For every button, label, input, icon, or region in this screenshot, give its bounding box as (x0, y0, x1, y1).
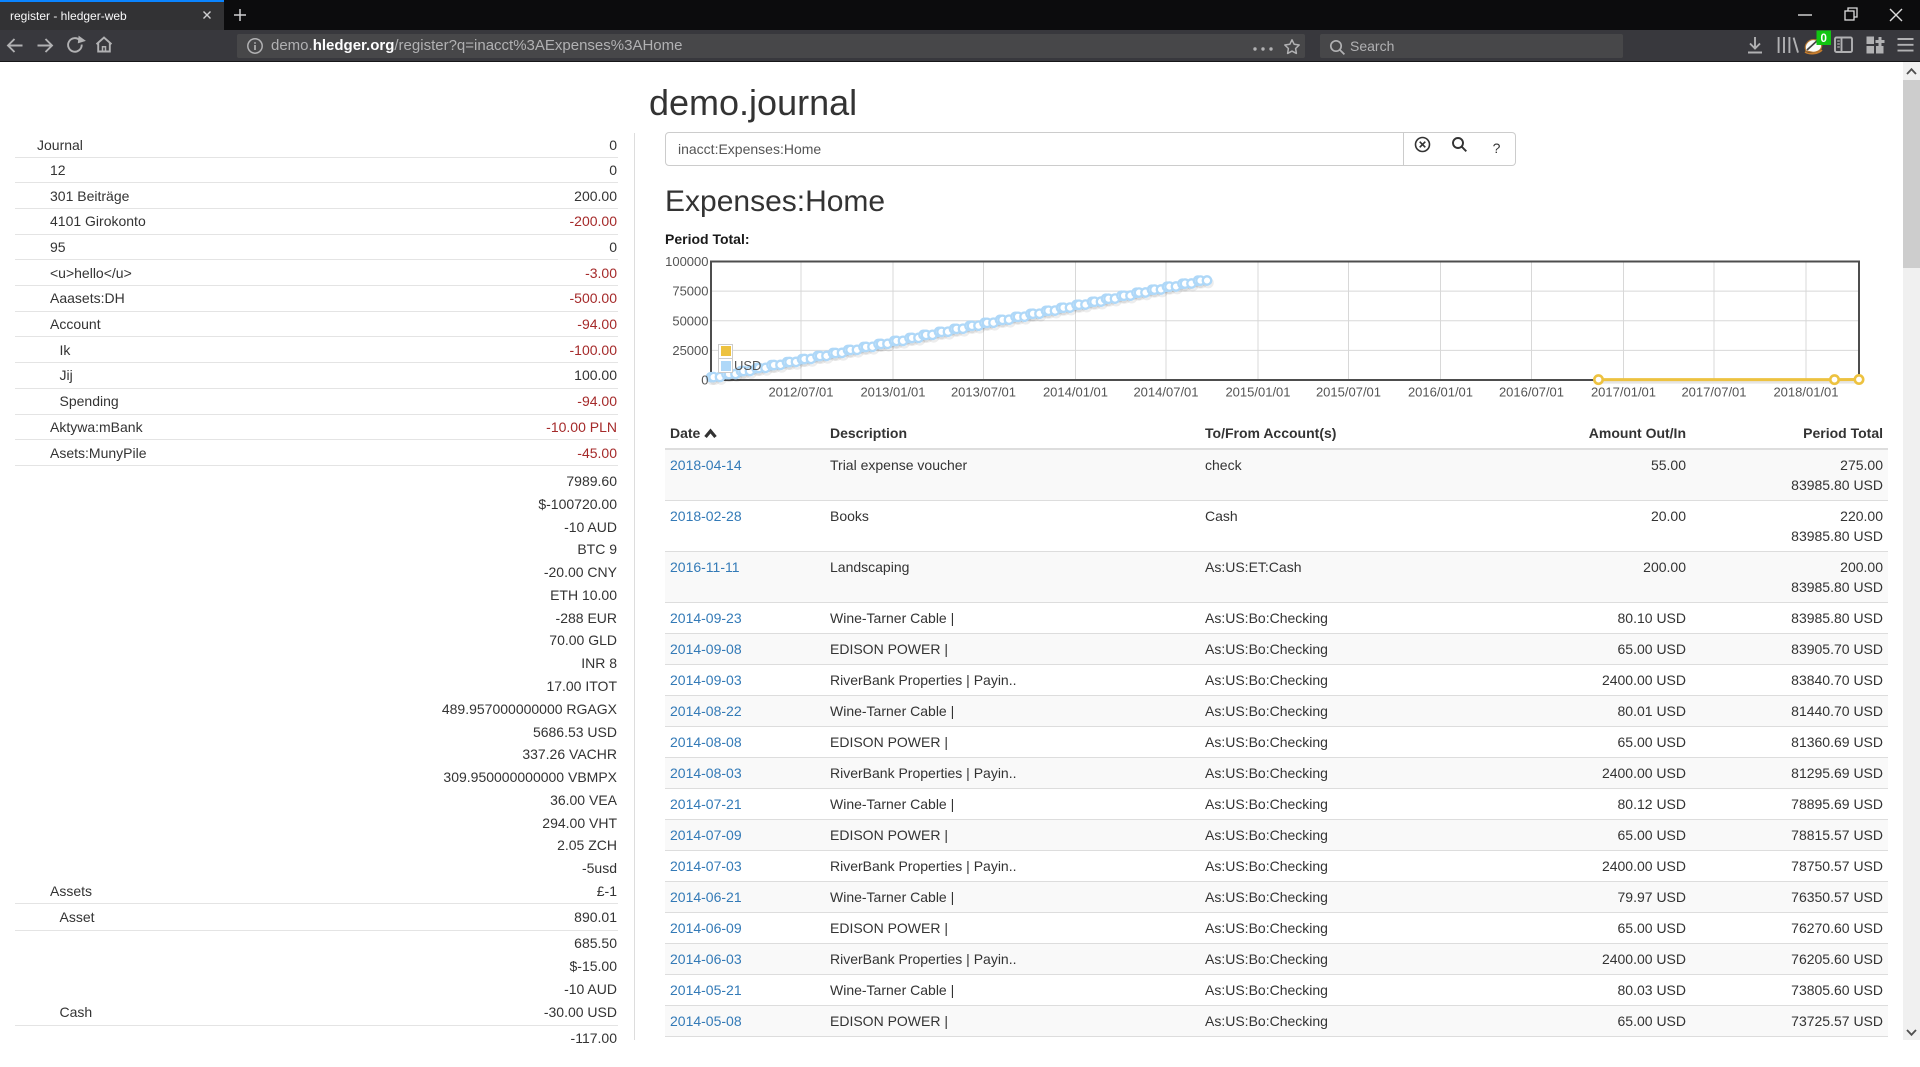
svg-text:0: 0 (701, 373, 708, 388)
svg-text:100000: 100000 (665, 254, 708, 269)
svg-text:50000: 50000 (672, 313, 708, 328)
svg-text:2013/01/01: 2013/01/01 (860, 385, 925, 400)
svg-text:2014/01/01: 2014/01/01 (1043, 385, 1108, 400)
svg-text:25000: 25000 (672, 343, 708, 358)
svg-text:2015/07/01: 2015/07/01 (1316, 385, 1381, 400)
svg-text:0: 0 (1820, 33, 1826, 45)
svg-text:2016/01/01: 2016/01/01 (1408, 385, 1473, 400)
svg-text:2018/01/01: 2018/01/01 (1773, 385, 1838, 400)
svg-text:75000: 75000 (672, 284, 708, 299)
svg-text:2013/07/01: 2013/07/01 (951, 385, 1016, 400)
svg-text:2014/07/01: 2014/07/01 (1133, 385, 1198, 400)
svg-text:2017/07/01: 2017/07/01 (1681, 385, 1746, 400)
svg-text:2012/07/01: 2012/07/01 (768, 385, 833, 400)
svg-text:2016/07/01: 2016/07/01 (1499, 385, 1564, 400)
svg-text:2015/01/01: 2015/01/01 (1225, 385, 1290, 400)
svg-text:2017/01/01: 2017/01/01 (1591, 385, 1656, 400)
